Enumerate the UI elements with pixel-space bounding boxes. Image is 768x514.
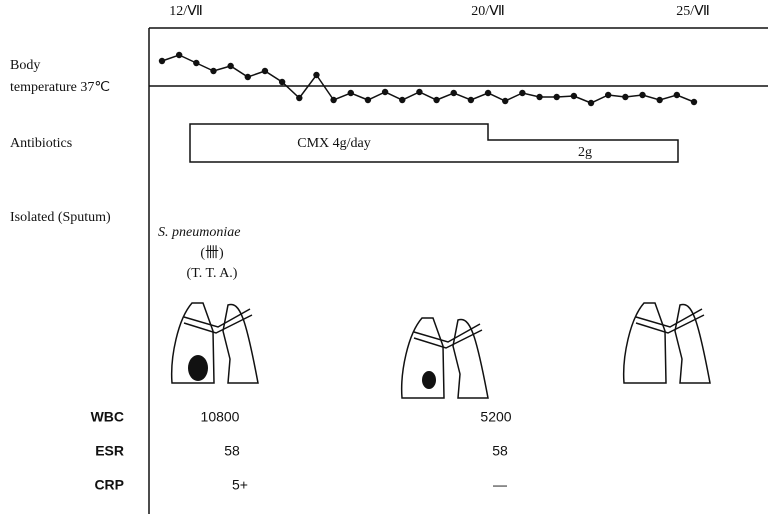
lung-diagram xyxy=(624,303,710,383)
lab-label: WBC xyxy=(91,409,124,425)
lesion xyxy=(422,371,436,389)
temperature-point xyxy=(639,92,645,98)
temperature-point xyxy=(656,97,662,103)
temperature-point xyxy=(210,68,216,74)
lab-value: 5200 xyxy=(480,409,511,425)
lab-value: — xyxy=(493,477,507,493)
temperature-point xyxy=(622,94,628,100)
lung-diagram xyxy=(402,318,488,398)
lab-value: 10800 xyxy=(201,409,240,425)
temperature-point xyxy=(674,92,680,98)
temperature-point xyxy=(502,98,508,104)
temperature-point xyxy=(296,95,302,101)
temperature-point xyxy=(451,90,457,96)
lesion xyxy=(188,355,208,381)
temperature-point xyxy=(536,94,542,100)
temperature-point xyxy=(159,58,165,64)
date: 20/Ⅶ xyxy=(471,4,505,19)
temperature-point xyxy=(245,74,251,80)
lab-label: CRP xyxy=(94,477,124,493)
source: (T. T. A.) xyxy=(187,266,238,281)
date: 25/Ⅶ xyxy=(676,4,710,19)
temperature-point xyxy=(330,97,336,103)
row-label: Body xyxy=(10,58,40,73)
temperature-point xyxy=(416,89,422,95)
grade: (卌) xyxy=(200,245,224,261)
temperature-point xyxy=(519,90,525,96)
temperature-point xyxy=(571,93,577,99)
temperature-point xyxy=(365,97,371,103)
temperature-point xyxy=(382,89,388,95)
temperature-point xyxy=(691,99,697,105)
temperature-point xyxy=(193,60,199,66)
lab-value: 58 xyxy=(492,443,508,459)
temperature-point xyxy=(485,90,491,96)
clinical-course: 12/Ⅶ 20/Ⅶ 25/Ⅶ Body temperature 37℃ Anti… xyxy=(0,0,768,514)
lab-value: 58 xyxy=(224,443,240,459)
temperature-point xyxy=(605,92,611,98)
temperature-point xyxy=(348,90,354,96)
row-label: Isolated (Sputum) xyxy=(10,210,111,225)
lung-diagram xyxy=(172,303,258,383)
dose: CMX 4g/day xyxy=(297,136,371,151)
row-label: Antibiotics xyxy=(10,136,72,151)
temperature-point xyxy=(468,97,474,103)
temperature-point xyxy=(279,79,285,85)
row-label: temperature 37℃ xyxy=(10,80,110,95)
temperature-point xyxy=(227,63,233,69)
lab-value: 5+ xyxy=(232,477,248,493)
temperature-point xyxy=(262,68,268,74)
temperature-point xyxy=(588,100,594,106)
dose: 2g xyxy=(578,145,592,160)
temperature-curve xyxy=(162,55,694,103)
temperature-point xyxy=(433,97,439,103)
temperature-point xyxy=(313,72,319,78)
temperature-point xyxy=(399,97,405,103)
lab-label: ESR xyxy=(95,443,124,459)
temperature-point xyxy=(554,94,560,100)
date: 12/Ⅶ xyxy=(169,4,203,19)
temperature-point xyxy=(176,52,182,58)
temperature-points xyxy=(159,52,697,106)
organism: S. pneumoniae xyxy=(158,225,240,240)
antibiotic-bar xyxy=(190,124,678,162)
